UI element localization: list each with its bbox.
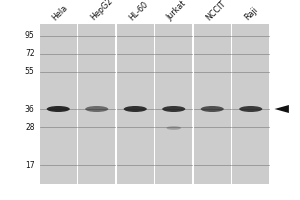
Bar (232, 24, 269, 184)
Ellipse shape (124, 106, 147, 112)
Ellipse shape (85, 106, 108, 112)
Text: 72: 72 (25, 49, 34, 58)
Ellipse shape (239, 106, 262, 112)
Ellipse shape (47, 106, 70, 112)
Bar (78, 24, 115, 184)
Text: Raji: Raji (242, 5, 259, 22)
Text: 36: 36 (25, 104, 34, 114)
Text: NCCIT: NCCIT (204, 0, 227, 22)
Bar (40, 24, 76, 184)
Text: Jurkat: Jurkat (166, 0, 188, 22)
Ellipse shape (201, 106, 224, 112)
Text: HL-60: HL-60 (127, 0, 150, 22)
Ellipse shape (167, 126, 181, 130)
Ellipse shape (162, 106, 185, 112)
Text: 95: 95 (25, 31, 34, 40)
Bar (155, 24, 192, 184)
Text: 55: 55 (25, 68, 34, 76)
Text: HepG2: HepG2 (88, 0, 114, 22)
Bar (117, 24, 154, 184)
Text: Hela: Hela (50, 3, 69, 22)
Polygon shape (274, 105, 289, 113)
Text: 17: 17 (25, 160, 34, 170)
Bar (194, 24, 231, 184)
Text: 28: 28 (25, 122, 34, 132)
